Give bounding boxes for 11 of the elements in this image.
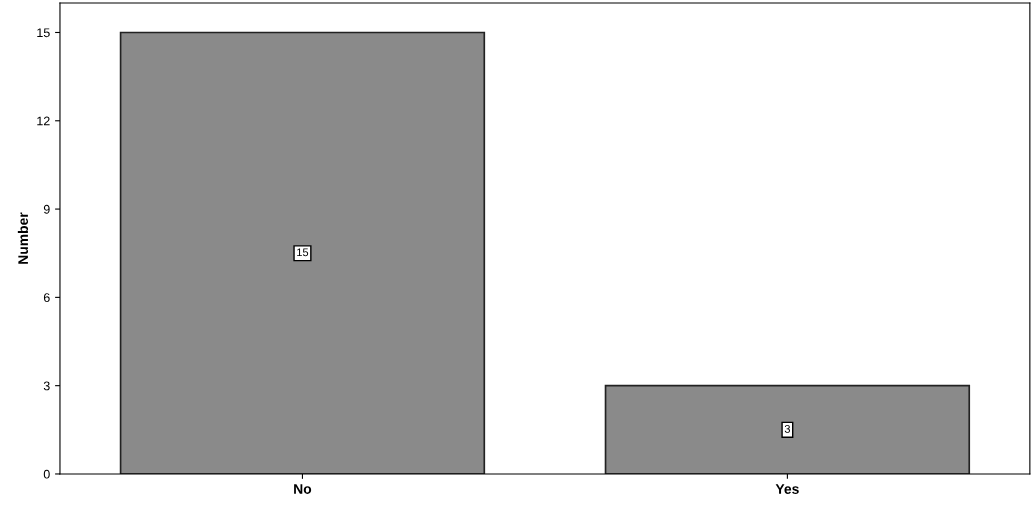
y-tick-label: 9 [43, 204, 50, 214]
y-axis-title: Number [17, 212, 29, 264]
data-label: 15 [297, 248, 309, 257]
data-label: 3 [784, 424, 790, 433]
y-tick-label: 3 [43, 381, 50, 391]
y-tick-label: 0 [43, 469, 50, 479]
y-tick-label: 6 [43, 293, 50, 303]
y-tick-label: 15 [37, 28, 50, 38]
x-tick-label: Yes [775, 484, 799, 494]
x-tick-label: No [294, 484, 312, 494]
y-tick-label: 12 [37, 116, 50, 126]
